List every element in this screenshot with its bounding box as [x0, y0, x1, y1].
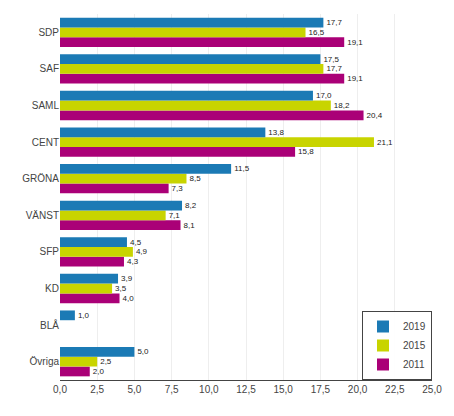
svg-text:SFP: SFP	[40, 246, 60, 257]
svg-text:2011: 2011	[403, 359, 425, 370]
svg-text:Övriga: Övriga	[30, 356, 60, 367]
svg-text:8,2: 8,2	[185, 201, 197, 210]
svg-text:22,5: 22,5	[385, 384, 405, 395]
svg-text:19,1: 19,1	[347, 74, 363, 83]
svg-text:2,5: 2,5	[100, 357, 112, 366]
svg-text:17,7: 17,7	[326, 64, 342, 73]
svg-text:SAML: SAML	[32, 100, 60, 111]
svg-text:1,0: 1,0	[78, 311, 90, 320]
svg-text:20,4: 20,4	[367, 111, 383, 120]
svg-text:3,5: 3,5	[115, 284, 127, 293]
svg-text:15,0: 15,0	[273, 384, 293, 395]
svg-text:25,0: 25,0	[422, 384, 442, 395]
svg-text:SDP: SDP	[38, 27, 59, 38]
svg-text:10,0: 10,0	[199, 384, 219, 395]
svg-text:12,5: 12,5	[236, 384, 256, 395]
svg-text:2,5: 2,5	[90, 384, 104, 395]
svg-text:4,9: 4,9	[136, 247, 148, 256]
svg-text:3,9: 3,9	[121, 274, 133, 283]
svg-text:17,5: 17,5	[311, 384, 331, 395]
svg-text:5,0: 5,0	[137, 347, 149, 356]
svg-text:7,3: 7,3	[172, 184, 184, 193]
svg-text:17,0: 17,0	[316, 91, 332, 100]
svg-text:17,7: 17,7	[326, 18, 342, 27]
svg-text:5,0: 5,0	[127, 384, 141, 395]
svg-text:7,5: 7,5	[165, 384, 179, 395]
svg-text:4,0: 4,0	[123, 294, 135, 303]
svg-text:CENT: CENT	[32, 137, 59, 148]
svg-text:KD: KD	[45, 283, 59, 294]
svg-text:VÄNST: VÄNST	[26, 210, 59, 221]
svg-text:20,0: 20,0	[348, 384, 368, 395]
svg-text:18,2: 18,2	[334, 101, 350, 110]
svg-text:19,1: 19,1	[347, 38, 363, 47]
svg-text:8,5: 8,5	[189, 174, 201, 183]
svg-text:2015: 2015	[403, 340, 426, 351]
svg-text:7,1: 7,1	[169, 211, 181, 220]
svg-text:2,0: 2,0	[93, 367, 105, 376]
svg-text:0,0: 0,0	[53, 384, 67, 395]
svg-text:13,8: 13,8	[268, 128, 284, 137]
svg-text:4,3: 4,3	[127, 257, 139, 266]
svg-text:2019: 2019	[403, 321, 426, 332]
svg-text:8,1: 8,1	[184, 221, 196, 230]
svg-text:11,5: 11,5	[234, 164, 250, 173]
svg-text:16,5: 16,5	[309, 28, 325, 37]
svg-text:21,1: 21,1	[377, 138, 393, 147]
svg-text:BLÅ: BLÅ	[40, 319, 59, 331]
svg-text:SAF: SAF	[40, 63, 59, 74]
svg-text:15,8: 15,8	[298, 147, 314, 156]
svg-text:4,5: 4,5	[130, 238, 142, 247]
svg-text:17,5: 17,5	[323, 55, 339, 64]
svg-text:GRÖNA: GRÖNA	[22, 173, 59, 184]
